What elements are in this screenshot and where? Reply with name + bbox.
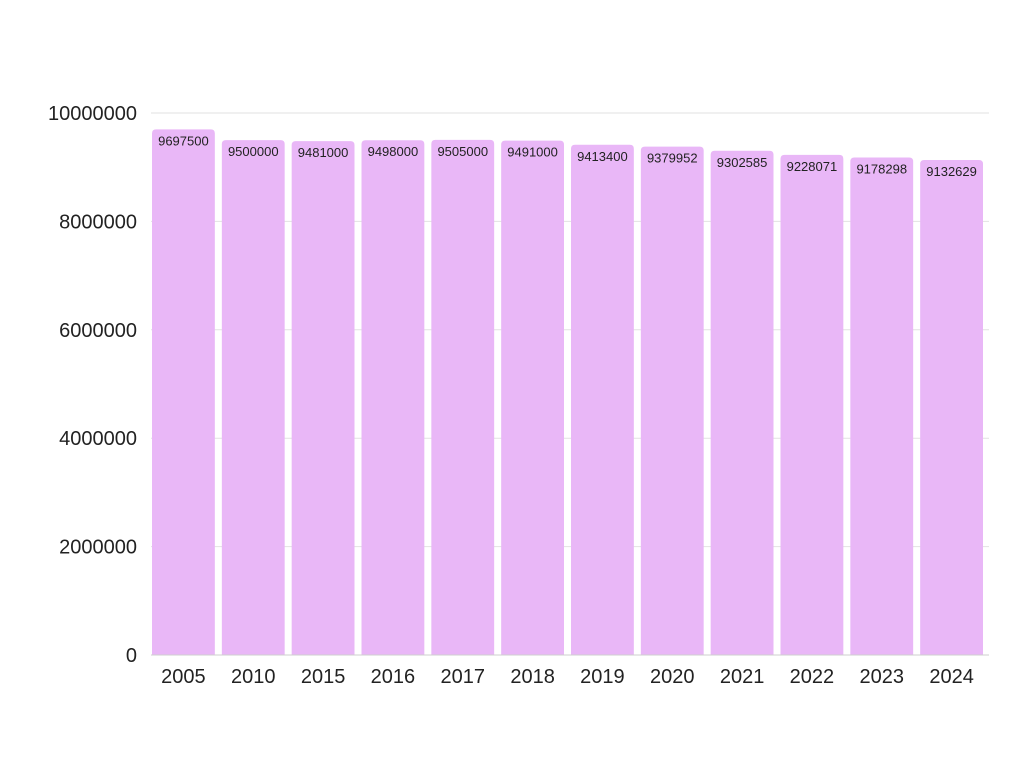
bar-value-label: 9498000 xyxy=(368,144,419,159)
x-tick-label: 2019 xyxy=(580,666,625,688)
x-tick-label: 2017 xyxy=(441,666,486,688)
x-tick-label: 2016 xyxy=(371,666,416,688)
bar xyxy=(571,144,634,656)
bar-value-label: 9413400 xyxy=(577,149,628,164)
x-tick-label: 2015 xyxy=(301,666,346,688)
bar xyxy=(920,160,983,655)
bar xyxy=(640,146,704,655)
y-tick-label: 6000000 xyxy=(59,320,137,342)
y-tick-label: 10000000 xyxy=(48,103,137,125)
bar xyxy=(710,150,774,655)
bar-value-label: 9697500 xyxy=(158,133,209,148)
bar xyxy=(850,157,914,655)
bar xyxy=(152,129,215,655)
x-tick-label: 2021 xyxy=(720,666,765,688)
y-tick-label: 4000000 xyxy=(59,428,137,450)
x-tick-label: 2010 xyxy=(231,666,276,688)
grid-lines xyxy=(151,112,989,548)
bar-value-label: 9379952 xyxy=(647,151,698,166)
x-tick-label: 2005 xyxy=(161,666,206,688)
bar-value-label: 9302585 xyxy=(717,155,768,170)
bar-value-label: 9481000 xyxy=(298,145,349,160)
bar-value-label: 9505000 xyxy=(437,144,488,159)
bar-value-label: 9178298 xyxy=(856,162,907,177)
y-tick-label: 2000000 xyxy=(59,537,137,559)
y-tick-label: 0 xyxy=(126,645,137,667)
x-tick-label: 2023 xyxy=(860,666,905,688)
x-tick-label: 2018 xyxy=(510,666,555,688)
x-tick-label: 2020 xyxy=(650,666,695,688)
bar-value-label: 9491000 xyxy=(507,145,558,160)
bar-value-labels: 9697500 9500000 9481000 9498000 9505000 94910… xyxy=(158,133,977,179)
bar xyxy=(780,154,844,655)
bar xyxy=(431,139,495,656)
bar-value-label: 9228071 xyxy=(787,159,838,174)
y-tick-label: 8000000 xyxy=(59,211,137,233)
bar xyxy=(501,140,564,656)
y-axis: 0 2000000 4000000 6000000 8000000 10000000 xyxy=(48,103,137,667)
bar-value-label: 9132629 xyxy=(926,164,977,179)
bar xyxy=(291,141,355,655)
x-axis: 2005 2010 2015 2016 2017 2018 2019 2020 2021 2022… xyxy=(151,654,989,688)
bar-value-label: 9500000 xyxy=(228,144,279,159)
bar xyxy=(361,140,425,656)
x-tick-label: 2024 xyxy=(929,666,974,688)
bar xyxy=(221,140,285,656)
bars xyxy=(152,129,983,656)
x-tick-label: 2022 xyxy=(790,666,835,688)
